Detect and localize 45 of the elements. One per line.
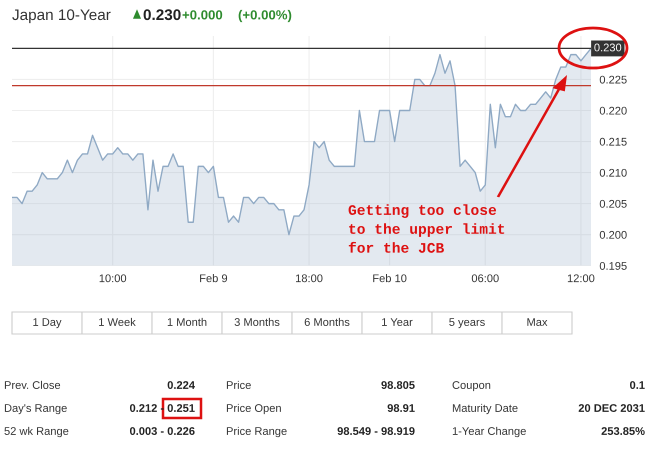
ref-line-label: 0.230 xyxy=(594,44,622,52)
text: 5 years xyxy=(449,318,485,328)
y-tick-label: 0.205 xyxy=(600,200,627,208)
text: Coupon xyxy=(452,381,490,392)
text: 253.85% xyxy=(602,427,645,435)
text: 0.212 - 0.251 xyxy=(130,404,195,412)
text: +0.000 xyxy=(182,10,222,20)
text: 0.1 xyxy=(630,381,645,389)
y-tick-label: 0.195 xyxy=(600,262,627,270)
text: 3 Months xyxy=(234,318,280,326)
text: Prev. Close xyxy=(4,380,60,389)
text: 52 wk Range xyxy=(4,426,68,438)
y-tick-label: 0.210 xyxy=(600,168,627,177)
text: Price xyxy=(226,380,251,389)
text: 0.003 - 0.226 xyxy=(130,427,195,435)
text: (+0.00%) xyxy=(238,10,292,22)
y-tick-label: 0.200 xyxy=(600,230,627,239)
text: Day's Range xyxy=(4,404,67,414)
y-tick-label: 0.220 xyxy=(600,106,627,115)
x-tick-label: 06:00 xyxy=(472,274,499,282)
text: 1 Day xyxy=(33,318,62,328)
text: Price Range xyxy=(226,426,287,438)
text: Price Open xyxy=(226,404,281,414)
text: Maturity Date xyxy=(452,404,518,414)
chart-title: Japan 10-Year xyxy=(12,9,111,24)
text: 1 Year xyxy=(382,318,413,326)
y-tick-label: 0.225 xyxy=(600,76,627,84)
y-tick-label: 0.215 xyxy=(600,138,627,146)
annotation: Getting too close to the upper limit for the JCB xyxy=(348,204,504,253)
text: 0.224 xyxy=(168,381,195,389)
text: 98.91 xyxy=(388,404,415,412)
text: 98.549 - 98.919 xyxy=(338,427,415,435)
x-tick-label: 10:00 xyxy=(100,274,126,282)
x-tick-label: 18:00 xyxy=(296,274,323,282)
text: 20 DEC 2031 xyxy=(578,404,645,412)
text: 0.230 xyxy=(144,9,181,20)
text: 98.805 xyxy=(381,381,415,389)
text: Max xyxy=(527,318,548,326)
text: 1 Month xyxy=(168,318,206,326)
text: 1-Year Change xyxy=(452,426,526,438)
x-tick-label: Feb 10 xyxy=(373,274,406,282)
text: 6 Months xyxy=(304,318,350,326)
x-tick-label: Feb 9 xyxy=(200,274,228,282)
text: 1 Week xyxy=(99,318,136,326)
x-tick-label: 12:00 xyxy=(568,274,594,282)
